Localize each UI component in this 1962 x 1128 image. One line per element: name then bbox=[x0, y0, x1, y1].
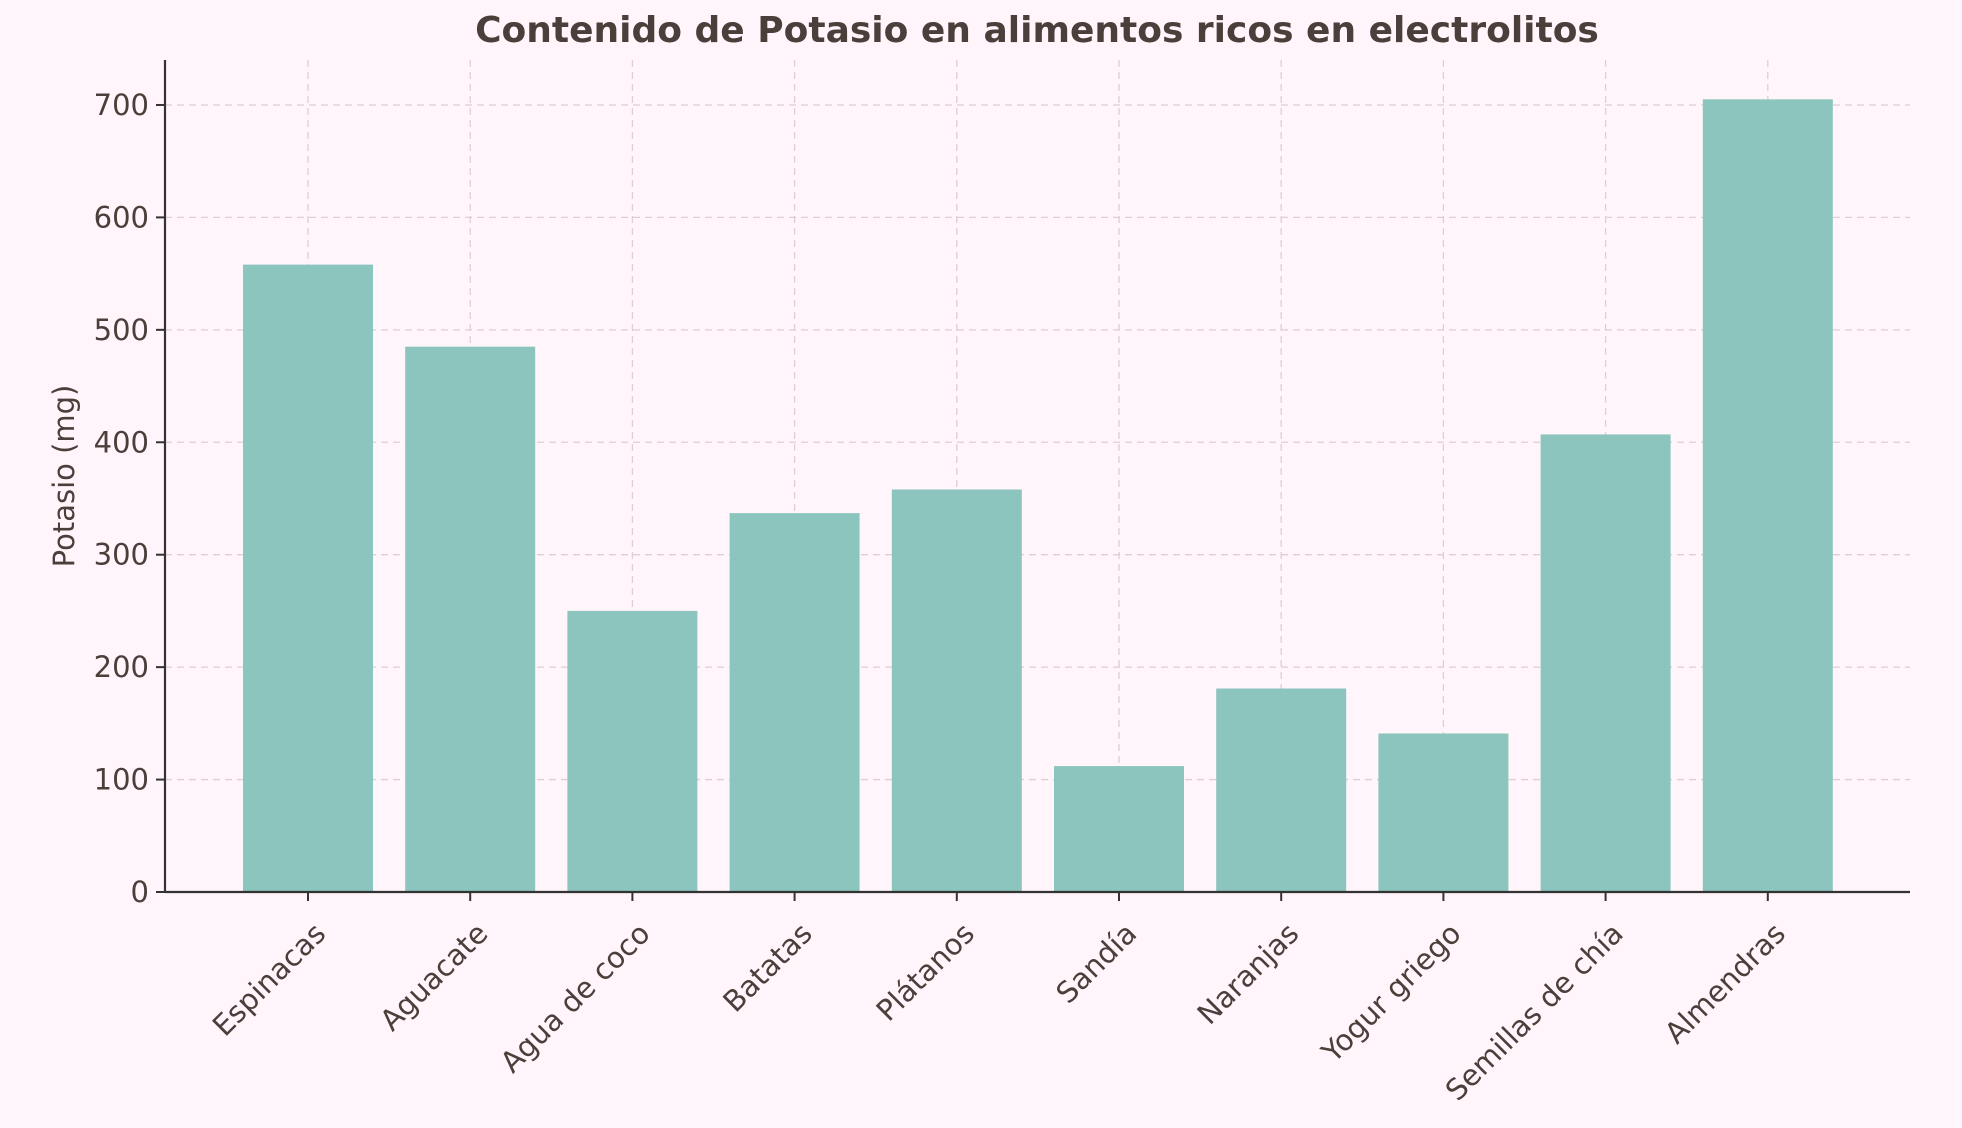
bar-9 bbox=[1540, 434, 1671, 892]
bar-2 bbox=[405, 346, 536, 892]
chart-title: Contenido de Potasio en alimentos ricos … bbox=[475, 10, 1599, 51]
y-tick-label: 600 bbox=[94, 200, 149, 234]
x-tick-label: Naranjas bbox=[1191, 916, 1306, 1031]
bar-10 bbox=[1702, 99, 1833, 893]
bar-4 bbox=[729, 513, 860, 892]
y-tick-label: 500 bbox=[94, 313, 149, 347]
x-tick-label: Almendras bbox=[1658, 916, 1792, 1050]
bars-layer bbox=[243, 99, 1833, 893]
x-tick-label: Espinacas bbox=[206, 916, 332, 1042]
bar-8 bbox=[1378, 733, 1509, 892]
y-tick-label: 0 bbox=[131, 875, 149, 909]
x-tick-label: Semillas de chía bbox=[1439, 916, 1630, 1107]
bar-1 bbox=[243, 264, 373, 892]
y-tick-label: 700 bbox=[94, 88, 149, 122]
x-tick-label: Sandía bbox=[1049, 916, 1143, 1010]
y-tick-label: 200 bbox=[94, 650, 149, 684]
x-tick-label: Yogur griego bbox=[1314, 916, 1467, 1069]
bar-7 bbox=[1216, 688, 1347, 892]
bar-5 bbox=[891, 489, 1022, 892]
bar-3 bbox=[567, 610, 698, 892]
y-axis-label: Potasio (mg) bbox=[47, 385, 81, 568]
x-tick-label: Aguacate bbox=[373, 916, 494, 1037]
x-tick-label: Plátanos bbox=[870, 916, 982, 1028]
y-tick-label: 100 bbox=[94, 763, 149, 797]
x-tick-label: Batatas bbox=[716, 916, 819, 1019]
y-tick-label: 300 bbox=[94, 538, 149, 572]
x-tick-label: Agua de coco bbox=[494, 916, 657, 1079]
bar-6 bbox=[1054, 766, 1184, 892]
y-tick-label: 400 bbox=[94, 425, 149, 459]
axes-layer bbox=[163, 60, 1910, 894]
